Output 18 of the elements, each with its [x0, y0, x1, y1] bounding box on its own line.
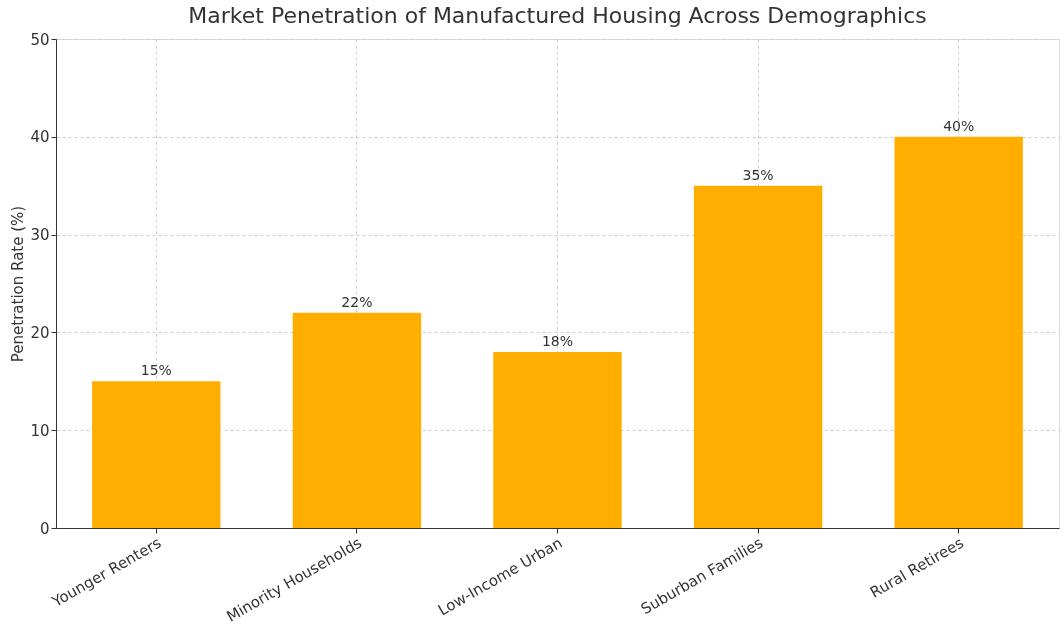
bar — [693, 185, 823, 528]
y-tick-label: 0 — [39, 519, 50, 538]
data-label: 15% — [140, 362, 172, 379]
bar — [292, 312, 422, 528]
data-label: 22% — [341, 293, 373, 310]
bar — [493, 351, 622, 528]
data-label: 40% — [943, 117, 975, 134]
chart-title: Market Penetration of Manufactured Housing Across Demographics — [188, 3, 927, 28]
y-tick-label: 50 — [30, 30, 50, 49]
y-axis-title: Penetration Rate (%) — [9, 205, 28, 363]
data-label: 35% — [742, 166, 774, 183]
y-tick-label: 40 — [30, 128, 50, 147]
bar — [92, 381, 221, 528]
data-label: 18% — [541, 332, 574, 349]
y-tick-label: 10 — [30, 421, 50, 440]
y-tick-label: 30 — [30, 226, 50, 245]
y-tick-label: 20 — [30, 323, 50, 342]
bar — [894, 136, 1023, 528]
